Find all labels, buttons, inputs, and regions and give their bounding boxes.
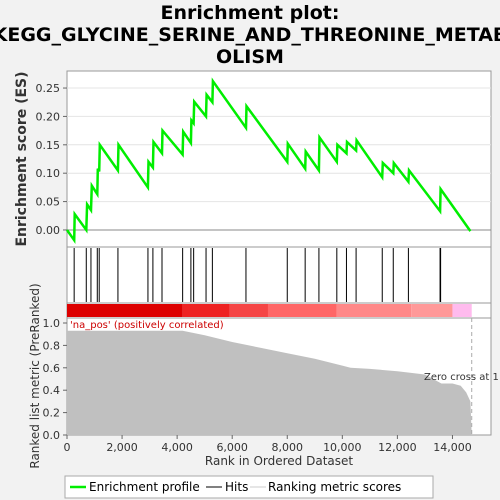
- chart-title-line-2: KEGG_GLYCINE_SERINE_AND_THREONINE_METAB: [0, 24, 500, 46]
- es-gridlines: [67, 87, 491, 231]
- legend: [64, 475, 434, 499]
- x-tick-label: 10,000: [323, 441, 362, 454]
- legend-enrichment-label: Enrichment profile: [89, 480, 200, 494]
- x-tick-label: 2,000: [106, 441, 138, 454]
- chart-title-line-3: OLISM: [216, 46, 284, 68]
- heatmap-band: [67, 304, 472, 317]
- zero-cross-label: Zero cross at 1: [424, 372, 499, 383]
- x-tick-label: 6,000: [216, 441, 248, 454]
- hit-lines: [73, 248, 442, 302]
- heatmap-segment: [336, 304, 412, 317]
- x-tick-label: 4,000: [161, 441, 193, 454]
- x-tick-label: 12,000: [378, 441, 417, 454]
- x-ticks: 0 2,000 4,000 6,000 8,000 10,000 12,000 14,000: [64, 435, 472, 454]
- ranking-metric-area: [67, 330, 472, 435]
- metric-tick-label: 0.0: [43, 429, 61, 442]
- x-tick-label: 8,000: [272, 441, 304, 454]
- heatmap-segment: [411, 304, 453, 317]
- heatmap-segment: [267, 304, 337, 317]
- heatmap-segment: [67, 304, 183, 317]
- es-tick-label: 0.25: [36, 82, 61, 95]
- legend-hits-label: Hits: [225, 480, 248, 494]
- es-tick-label: 0.10: [36, 167, 61, 180]
- es-tick-label: 0.00: [36, 224, 61, 237]
- chart-title-line-1: Enrichment plot:: [161, 2, 340, 24]
- es-tick-label: 0.15: [36, 139, 61, 152]
- heatmap-segment: [229, 304, 268, 317]
- es-y-ticks: 0.00 0.05 0.10 0.15 0.20 0.25: [36, 82, 67, 237]
- metric-tick-label: 1.0: [43, 317, 61, 330]
- x-tick-label: 0: [64, 441, 71, 454]
- x-tick-label: 14,000: [433, 441, 472, 454]
- positive-correlation-label: 'na_pos' (positively correlated): [70, 320, 224, 331]
- es-tick-label: 0.05: [36, 196, 61, 209]
- es-panel: [66, 70, 492, 248]
- metric-y-ticks: 0.0 0.2 0.4 0.6 0.8 1.0: [43, 317, 67, 442]
- metric-tick-label: 0.8: [43, 339, 61, 352]
- legend-metric-label: Ranking metric scores: [268, 480, 401, 494]
- es-tick-label: 0.20: [36, 110, 61, 123]
- metric-tick-label: 0.4: [43, 384, 61, 397]
- es-y-axis-label: Enrichment score (ES): [14, 71, 30, 246]
- metric-tick-label: 0.6: [43, 362, 61, 375]
- heatmap-segment: [452, 304, 472, 317]
- heatmap-segment: [182, 304, 230, 317]
- metric-tick-label: 0.2: [43, 407, 61, 420]
- enrichment-profile-line: [65, 77, 472, 245]
- metric-y-axis-label: Ranked list metric (PreRanked): [28, 283, 42, 468]
- hits-panel: [66, 246, 492, 304]
- x-axis-label: Rank in Ordered Dataset: [205, 454, 353, 468]
